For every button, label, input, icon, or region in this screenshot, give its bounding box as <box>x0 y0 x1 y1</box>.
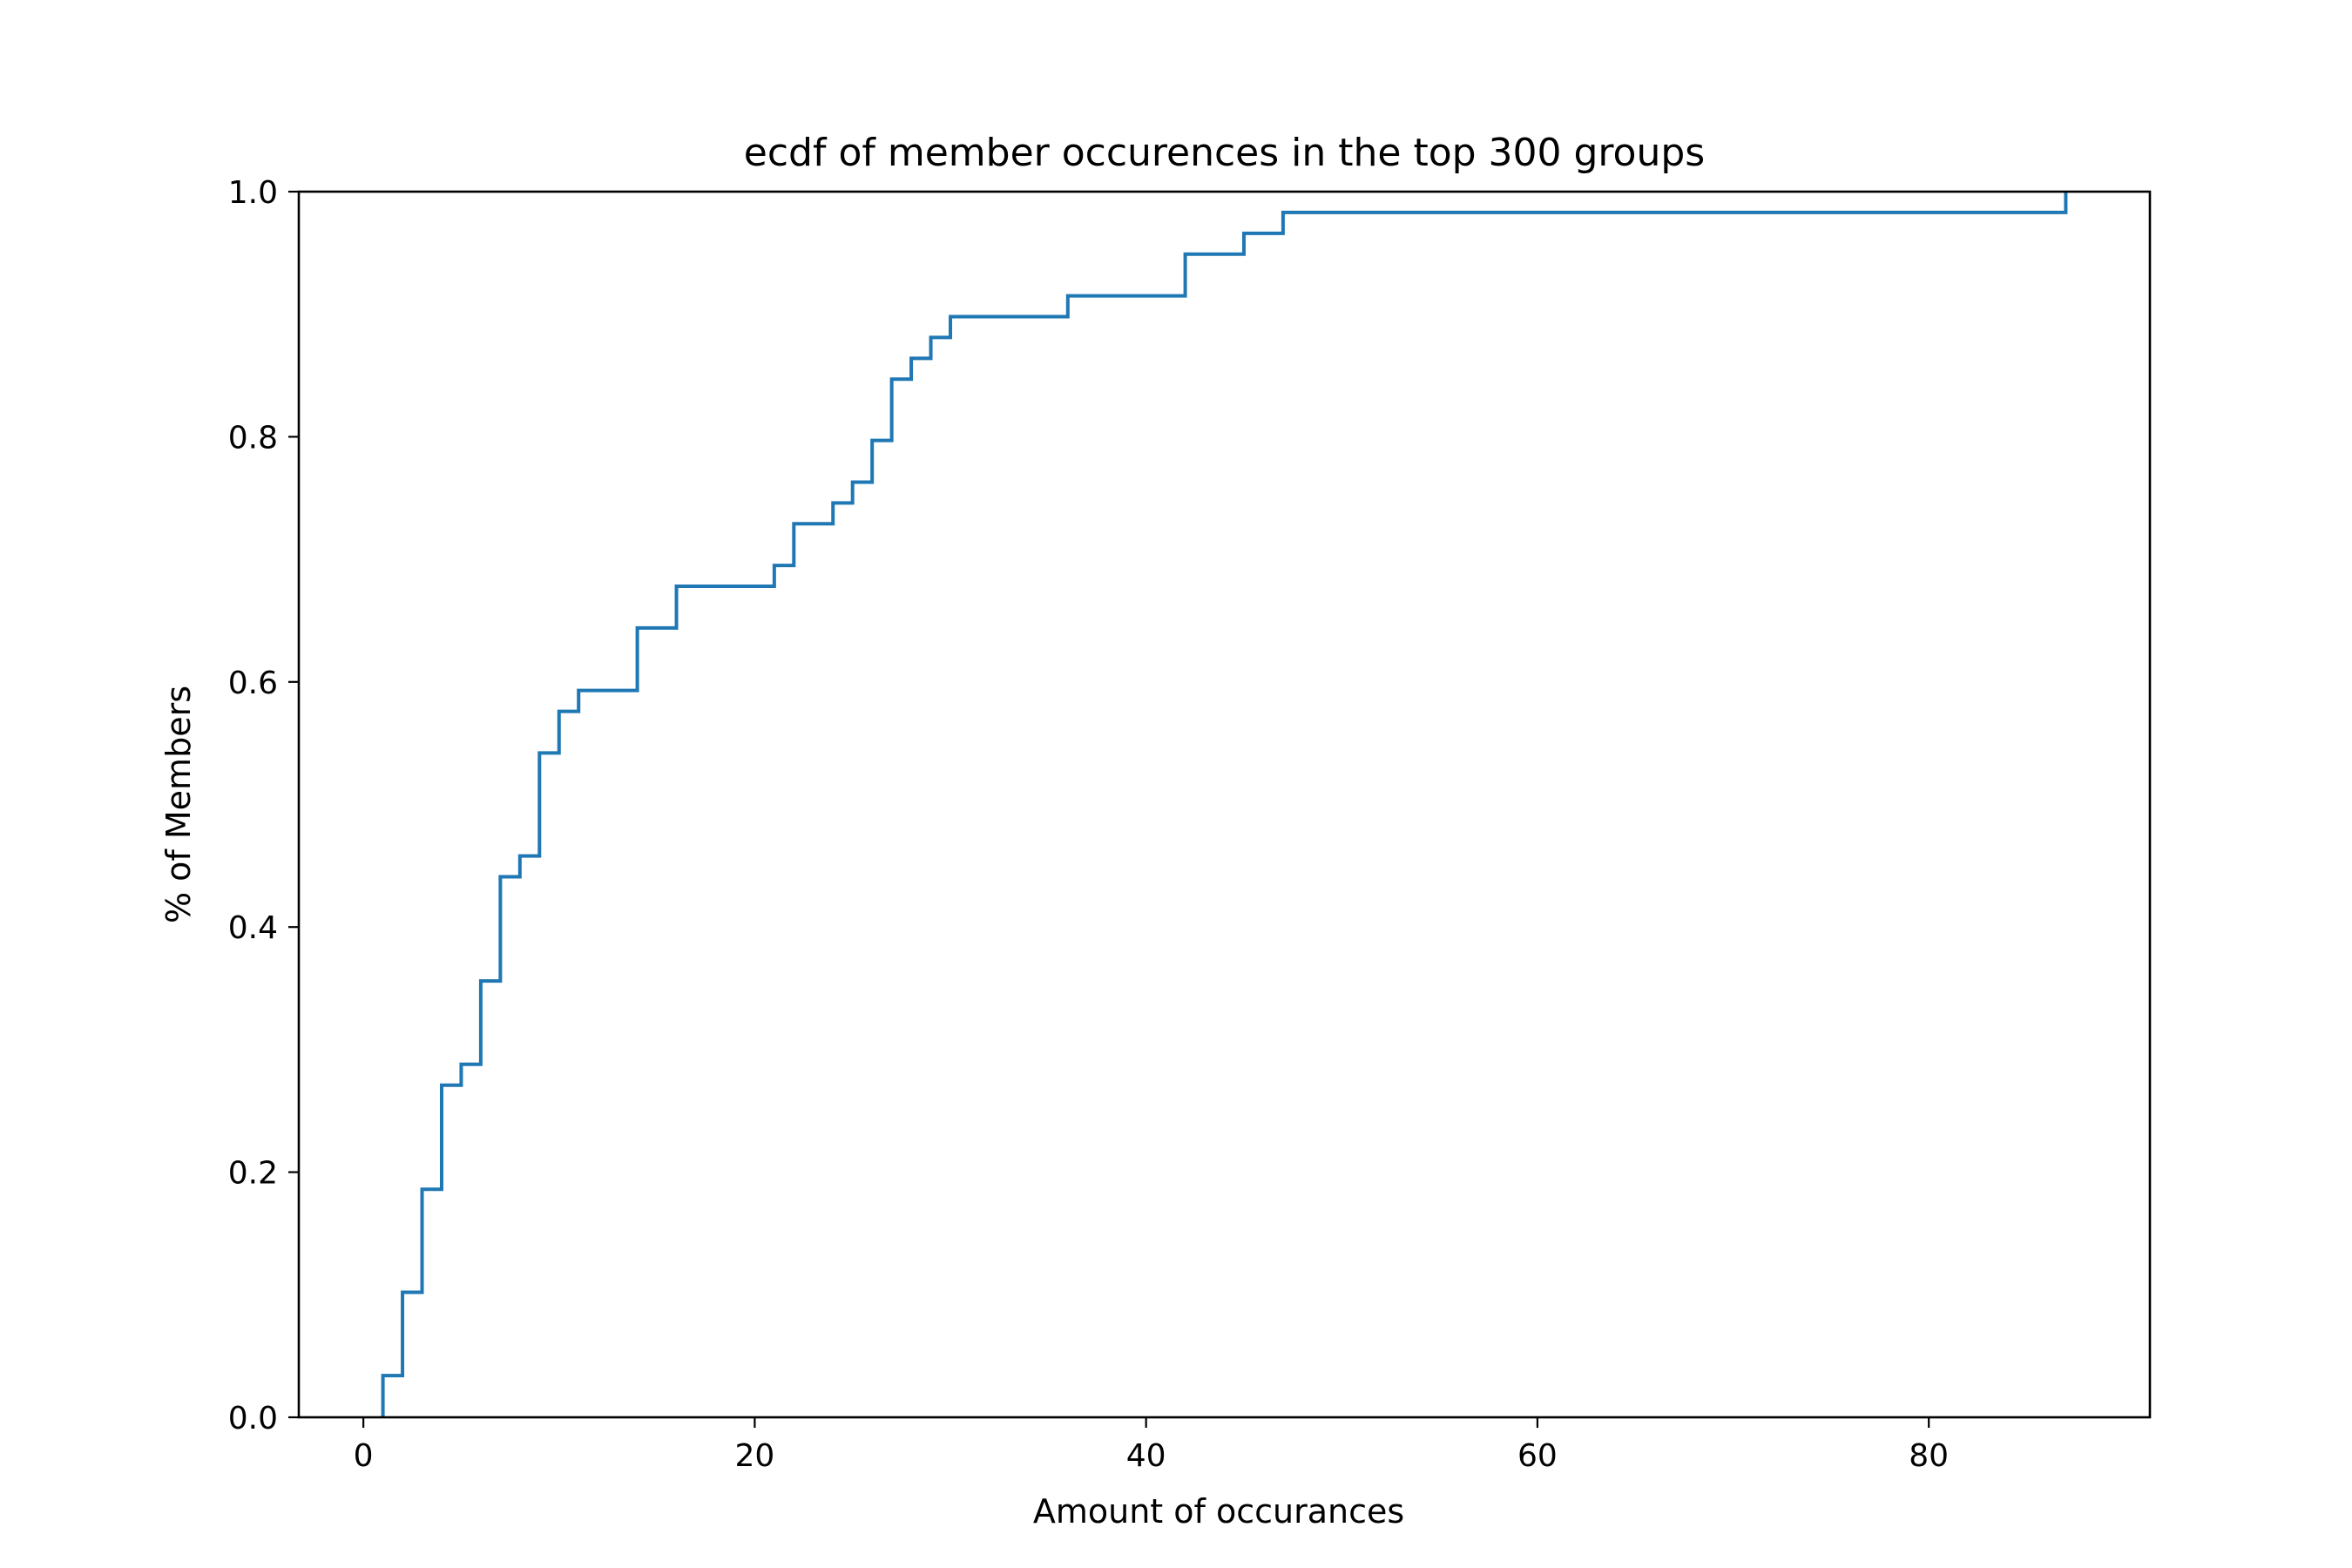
axis-ticks: 0 20 40 60 80 0.0 0.2 0.4 0.6 0.8 1.0 <box>228 175 1949 1474</box>
y-tick-label: 1.0 <box>228 175 278 211</box>
x-tick-label: 80 <box>1909 1438 1949 1474</box>
y-axis-label: % of Members <box>159 686 198 923</box>
x-tick-label: 60 <box>1517 1438 1558 1474</box>
x-axis-label: Amount of occurances <box>1033 1492 1404 1531</box>
x-tick-label: 0 <box>354 1438 374 1474</box>
chart-title: ecdf of member occurences in the top 300… <box>744 131 1705 175</box>
plot-frame <box>297 190 2152 1419</box>
y-tick-label: 0.2 <box>228 1156 278 1192</box>
ecdf-series-line <box>381 192 2068 1417</box>
x-tick-label: 20 <box>734 1438 774 1474</box>
y-tick-label: 0.4 <box>228 910 278 946</box>
y-tick-label: 0.8 <box>228 420 278 456</box>
x-tick-label: 40 <box>1126 1438 1166 1474</box>
y-tick-label: 0.6 <box>228 666 278 701</box>
y-tick-label: 0.0 <box>228 1401 278 1436</box>
plot-area <box>381 192 2068 1417</box>
